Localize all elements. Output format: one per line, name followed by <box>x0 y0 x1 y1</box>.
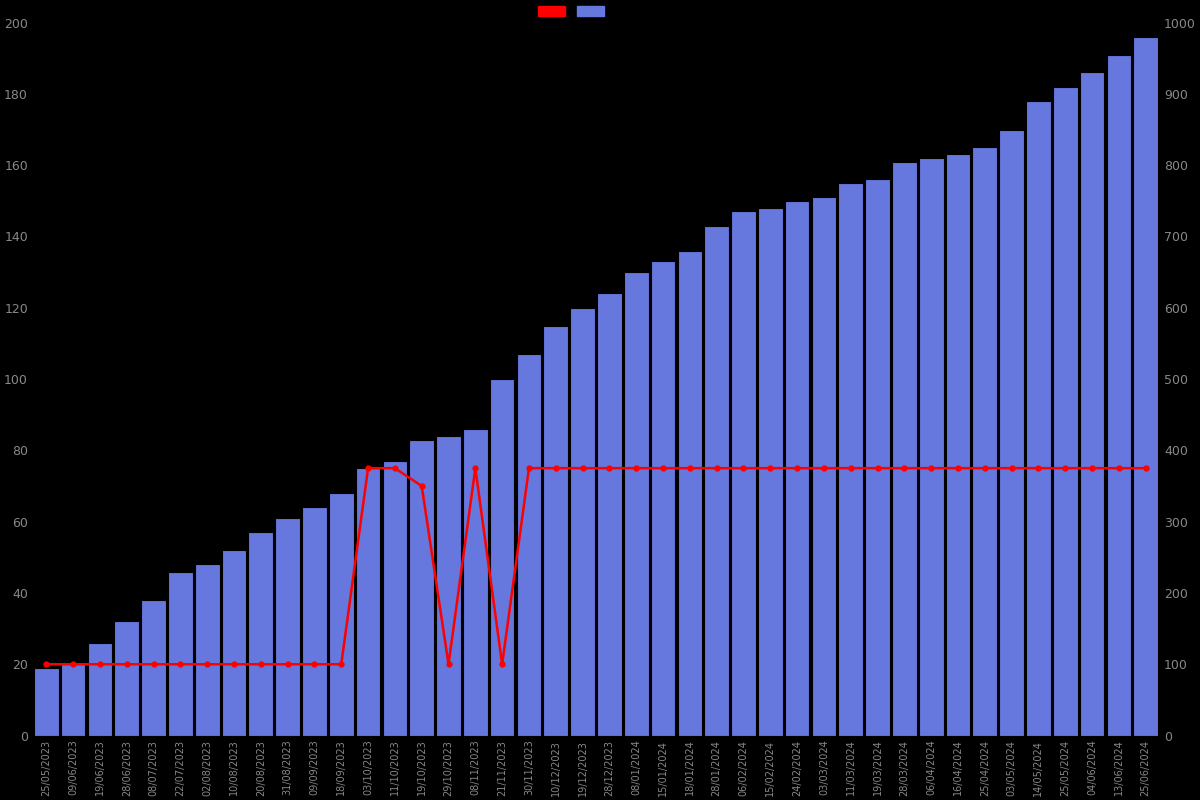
Bar <box>114 622 139 735</box>
Bar <box>785 201 810 735</box>
Bar <box>194 565 220 735</box>
Legend: , : , <box>533 0 614 23</box>
Bar <box>946 154 971 735</box>
Bar <box>61 664 85 735</box>
Bar <box>222 550 246 735</box>
Bar <box>624 272 648 735</box>
Bar <box>463 429 487 735</box>
Bar <box>1026 101 1051 735</box>
Bar <box>811 198 836 735</box>
Bar <box>248 532 274 735</box>
Bar <box>88 643 113 735</box>
Bar <box>892 162 917 735</box>
Bar <box>329 493 354 735</box>
Bar <box>865 179 890 735</box>
Bar <box>1000 130 1024 735</box>
Bar <box>972 147 997 735</box>
Bar <box>142 600 166 735</box>
Bar <box>517 354 541 735</box>
Bar <box>383 461 407 735</box>
Bar <box>355 468 380 735</box>
Bar <box>731 211 756 735</box>
Bar <box>650 262 676 735</box>
Bar <box>598 294 622 735</box>
Bar <box>409 440 434 735</box>
Bar <box>1106 54 1132 735</box>
Bar <box>1052 86 1078 735</box>
Bar <box>490 379 515 735</box>
Bar <box>275 518 300 735</box>
Bar <box>919 158 943 735</box>
Bar <box>544 326 568 735</box>
Bar <box>704 226 728 735</box>
Bar <box>678 250 702 735</box>
Bar <box>168 571 193 735</box>
Bar <box>839 183 863 735</box>
Bar <box>1080 73 1104 735</box>
Bar <box>758 208 782 735</box>
Bar <box>570 308 595 735</box>
Bar <box>436 436 461 735</box>
Bar <box>34 668 59 735</box>
Bar <box>302 507 326 735</box>
Bar <box>1133 37 1158 735</box>
